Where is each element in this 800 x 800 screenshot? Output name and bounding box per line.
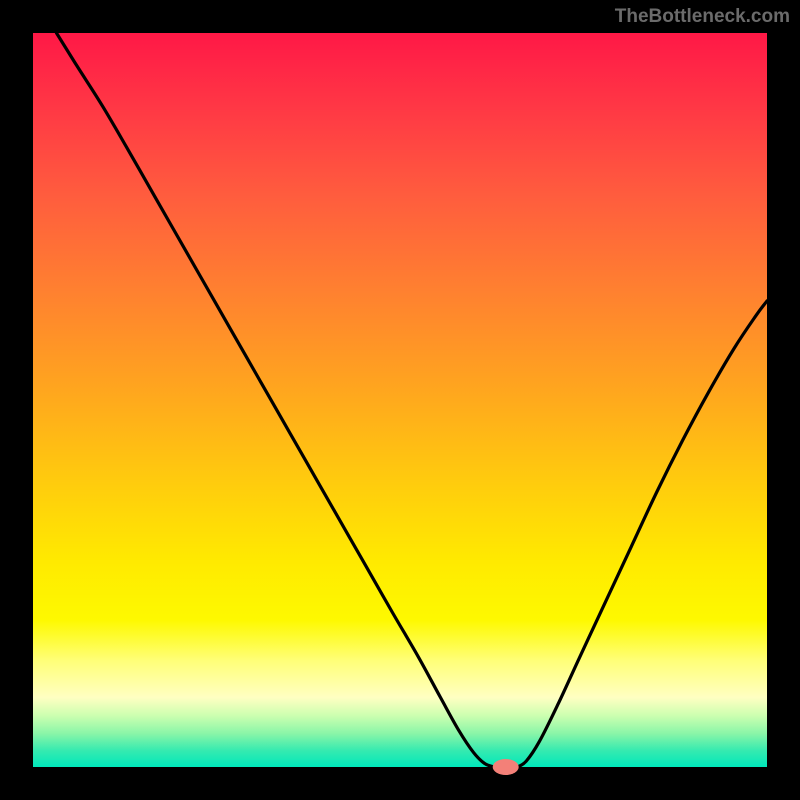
gradient-background	[33, 33, 767, 767]
bottleneck-chart	[0, 0, 800, 800]
optimal-marker	[493, 759, 519, 775]
